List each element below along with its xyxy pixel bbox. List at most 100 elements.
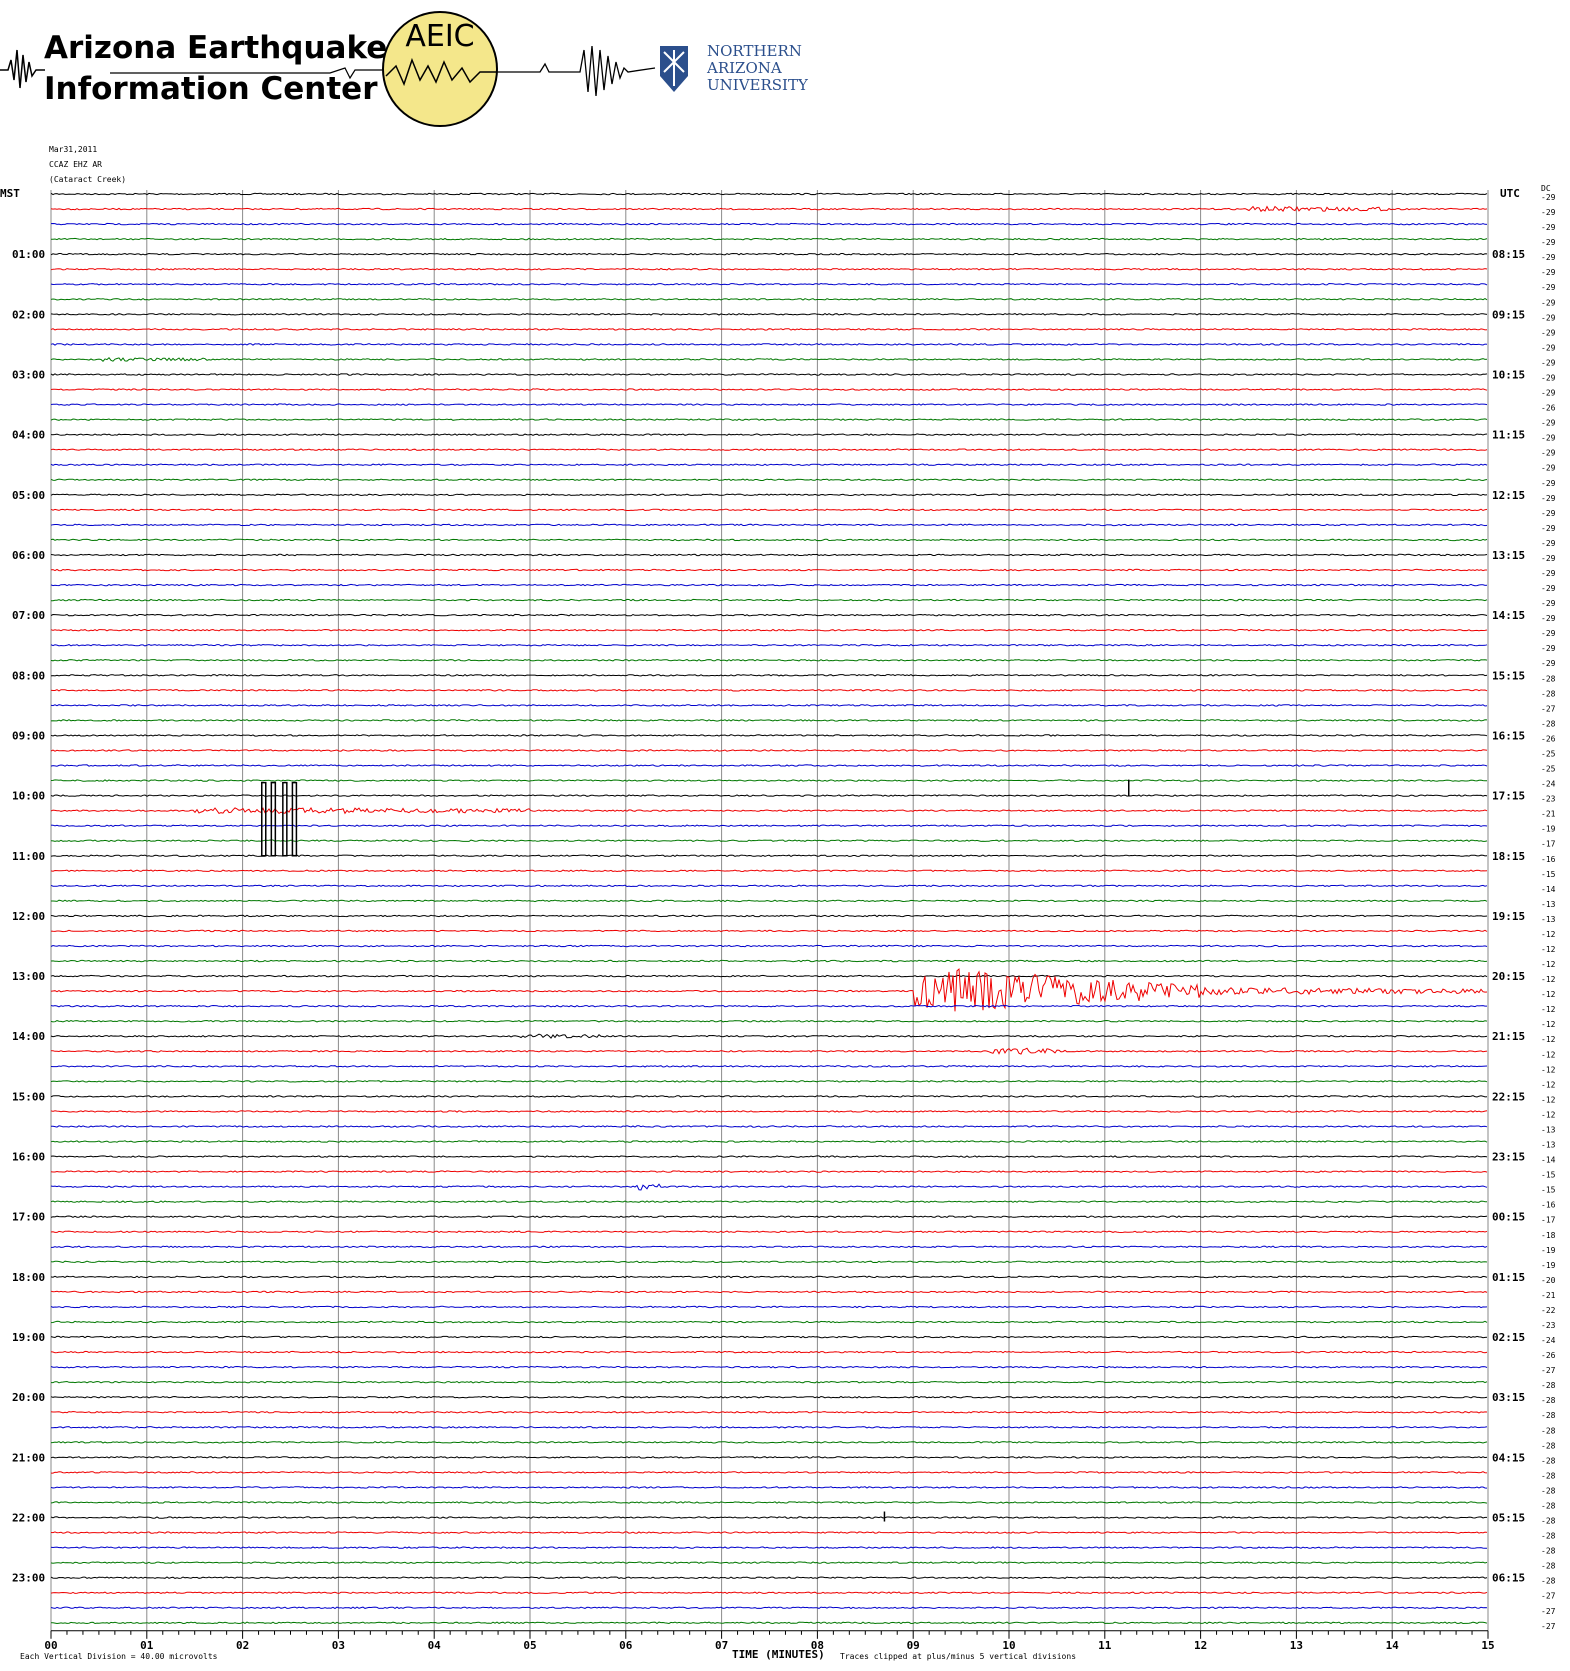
x-tick-label: 02 — [236, 1639, 249, 1652]
trace — [50, 1501, 1488, 1504]
dc-offset-label: -29 — [1541, 343, 1556, 352]
trace — [50, 282, 1488, 286]
dc-offset-label: -29 — [1541, 283, 1556, 292]
trace — [50, 1516, 1487, 1519]
dc-offset-label: -22 — [1541, 1306, 1556, 1315]
dc-offset-label: -28 — [1541, 674, 1556, 683]
trace — [50, 356, 1488, 363]
trace — [50, 1365, 1488, 1369]
trace — [50, 1456, 1488, 1459]
trace — [50, 1230, 1488, 1234]
dc-offset-label: -12 — [1541, 1080, 1556, 1089]
dc-offset-label: -27 — [1541, 1622, 1556, 1631]
dc-offset-label: -14 — [1541, 1156, 1556, 1165]
trace — [50, 1047, 1488, 1055]
dc-offset-label: -29 — [1541, 524, 1556, 533]
dc-offset-label: -28 — [1541, 1547, 1556, 1556]
dc-offset-label: -29 — [1541, 539, 1556, 548]
dc-offset-label: -29 — [1541, 298, 1556, 307]
trace — [50, 779, 1487, 782]
dc-offset-label: -28 — [1541, 1517, 1556, 1526]
trace — [50, 523, 1488, 527]
trace — [50, 418, 1488, 421]
dc-offset-label: -12 — [1541, 990, 1556, 999]
trace — [51, 1245, 1488, 1249]
utc-label: 17:15 — [1492, 790, 1525, 803]
trace — [50, 764, 1488, 767]
trace — [50, 1260, 1488, 1264]
dc-offset-label: -13 — [1541, 915, 1556, 924]
x-tick-label: 10 — [1002, 1639, 1015, 1652]
dc-offset-label: -28 — [1541, 719, 1556, 728]
university-name: ARIZONA — [706, 59, 782, 77]
mst-label: 10:00 — [12, 790, 45, 803]
trace — [50, 807, 1488, 815]
mst-label: 11:00 — [12, 850, 45, 863]
dc-offset-label: -12 — [1541, 1095, 1556, 1104]
dc-offset-label: -12 — [1541, 945, 1556, 954]
dc-offset-label: -14 — [1541, 885, 1556, 894]
right-axis-label: UTC — [1500, 187, 1520, 200]
trace — [50, 1200, 1487, 1203]
dc-offset-label: -29 — [1541, 584, 1556, 593]
mst-label: 06:00 — [12, 549, 45, 562]
mst-label: 23:00 — [12, 1572, 45, 1585]
trace — [50, 313, 1488, 316]
trace — [50, 1095, 1488, 1098]
dc-offset-label: -29 — [1541, 389, 1556, 398]
dc-offset-label: -28 — [1541, 689, 1556, 698]
university-name: UNIVERSITY — [707, 76, 809, 94]
mst-label: 04:00 — [12, 429, 45, 442]
dc-offset-label: -21 — [1541, 1291, 1556, 1300]
dc-offset-label: -29 — [1541, 268, 1556, 277]
utc-label: 00:15 — [1492, 1211, 1525, 1224]
utc-label: 04:15 — [1492, 1451, 1525, 1464]
x-tick-label: 11 — [1098, 1639, 1112, 1652]
dc-offset-label: -12 — [1541, 1050, 1556, 1059]
utc-label: 14:15 — [1492, 609, 1525, 622]
logo-wave — [110, 67, 383, 80]
trace — [50, 1275, 1488, 1279]
dc-offset-label: -16 — [1541, 855, 1556, 864]
dc-offset-label: -13 — [1541, 900, 1556, 909]
dc-offset-label: -28 — [1541, 1486, 1556, 1495]
trace — [50, 869, 1488, 873]
trace — [50, 944, 1488, 948]
trace — [50, 373, 1488, 376]
trace — [50, 839, 1488, 842]
trace — [50, 1320, 1488, 1324]
dc-offset-label: -28 — [1541, 1381, 1556, 1390]
trace — [50, 1546, 1488, 1549]
utc-label: 09:15 — [1492, 308, 1525, 321]
clipped-spike — [270, 781, 277, 857]
trace — [50, 493, 1488, 497]
trace — [50, 1140, 1488, 1143]
dc-offset-label: -24 — [1541, 780, 1556, 789]
trace — [50, 1621, 1488, 1625]
mst-label: 03:00 — [12, 368, 45, 381]
trace — [50, 1004, 1487, 1008]
trace — [51, 1380, 1488, 1384]
dc-offset-label: -15 — [1541, 1186, 1556, 1195]
dc-offset-label: -26 — [1541, 1351, 1556, 1360]
trace — [51, 1426, 1488, 1429]
dc-offset-label: -28 — [1541, 1426, 1556, 1435]
university-shield-mark — [663, 50, 685, 86]
utc-label: 21:15 — [1492, 1030, 1525, 1043]
dc-offset-label: -13 — [1541, 1125, 1556, 1134]
dc-offset-label: -27 — [1541, 1607, 1556, 1616]
title: Information Center — [44, 71, 378, 107]
utc-label: 22:15 — [1492, 1090, 1525, 1103]
x-tick-label: 13 — [1290, 1639, 1303, 1652]
trace — [50, 448, 1488, 451]
trace — [50, 1170, 1488, 1173]
mst-label: 19:00 — [12, 1331, 45, 1344]
dc-offset-label: -20 — [1541, 1276, 1556, 1285]
dc-offset-label: -29 — [1541, 644, 1556, 653]
trace — [50, 343, 1488, 346]
trace — [50, 959, 1488, 963]
x-tick-label: 03 — [332, 1639, 345, 1652]
trace — [50, 929, 1488, 933]
dc-offset-label: -28 — [1541, 1471, 1556, 1480]
x-tick-label: 07 — [715, 1639, 728, 1652]
